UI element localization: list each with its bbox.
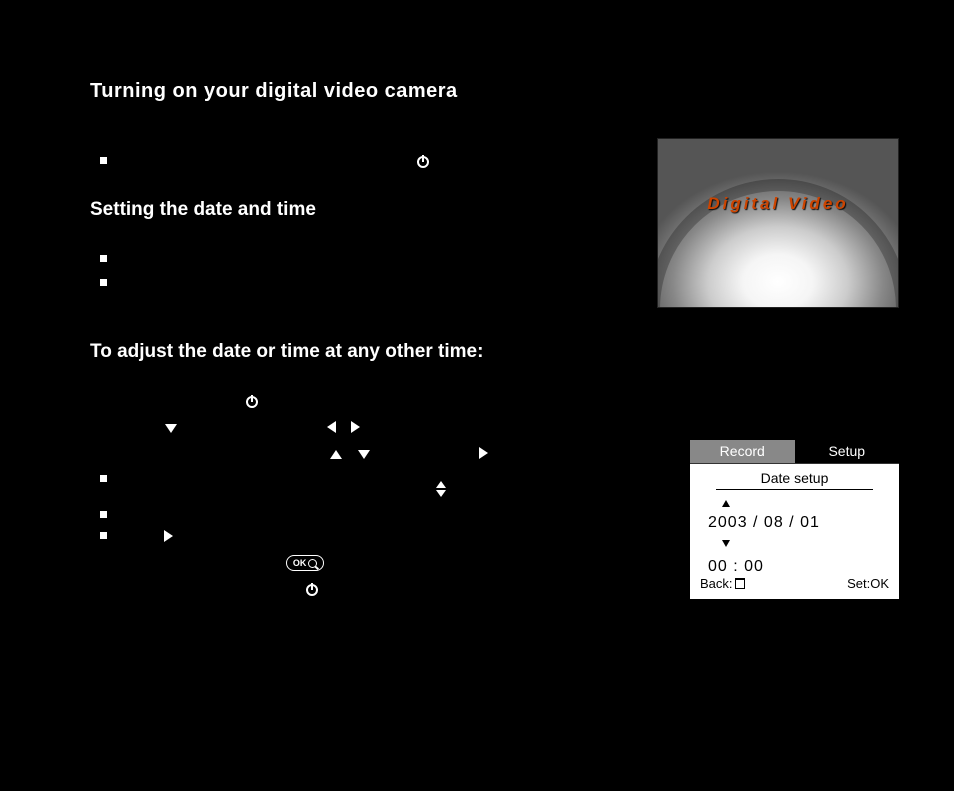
power-icon <box>306 584 318 596</box>
lcd-tabs: Record Setup <box>690 440 899 464</box>
date-setup-label: Date setup <box>716 470 873 490</box>
up-arrow-icon <box>330 450 342 459</box>
lcd-setup-screen: Record Setup Date setup 2003 / 08 / 01 0… <box>688 438 901 601</box>
bullet-icon <box>100 532 107 539</box>
right-arrow-icon <box>479 447 488 459</box>
down-arrow-icon <box>358 450 370 459</box>
bullet-icon <box>100 157 107 164</box>
back-label: Back: <box>700 576 745 591</box>
lcd-footer: Back: Set:OK <box>690 572 899 595</box>
bullet-icon <box>100 279 107 286</box>
bullet-icon <box>100 511 107 518</box>
heading-turning-on: Turning on your digital video camera <box>90 80 894 103</box>
down-arrow-icon <box>165 424 177 433</box>
splash-title: Digital Video <box>658 194 898 214</box>
splash-screen-graphic: Digital Video <box>657 138 899 308</box>
date-value: 2003 / 08 / 01 <box>708 514 881 532</box>
down-arrow-icon[interactable] <box>722 540 730 547</box>
tab-setup[interactable]: Setup <box>795 440 900 464</box>
magnifier-icon <box>308 559 317 568</box>
step-2 <box>100 419 894 435</box>
left-arrow-icon <box>327 421 336 433</box>
step-1 <box>100 393 894 409</box>
ok-button-graphic: OK <box>286 555 325 571</box>
tab-record[interactable]: Record <box>690 440 795 464</box>
bullet-icon <box>100 475 107 482</box>
bullet-icon <box>100 255 107 262</box>
trash-icon <box>735 578 745 589</box>
power-icon <box>417 156 429 168</box>
right-arrow-icon <box>351 421 360 433</box>
lcd-body: Date setup 2003 / 08 / 01 00 : 00 <box>690 464 899 582</box>
right-arrow-icon <box>164 530 173 542</box>
heading-adjust-date: To adjust the date or time at any other … <box>90 341 894 363</box>
power-icon <box>246 396 258 408</box>
set-ok-label: Set:OK <box>847 576 889 591</box>
up-arrow-icon[interactable] <box>722 500 730 507</box>
up-down-stack-icon <box>435 481 447 497</box>
